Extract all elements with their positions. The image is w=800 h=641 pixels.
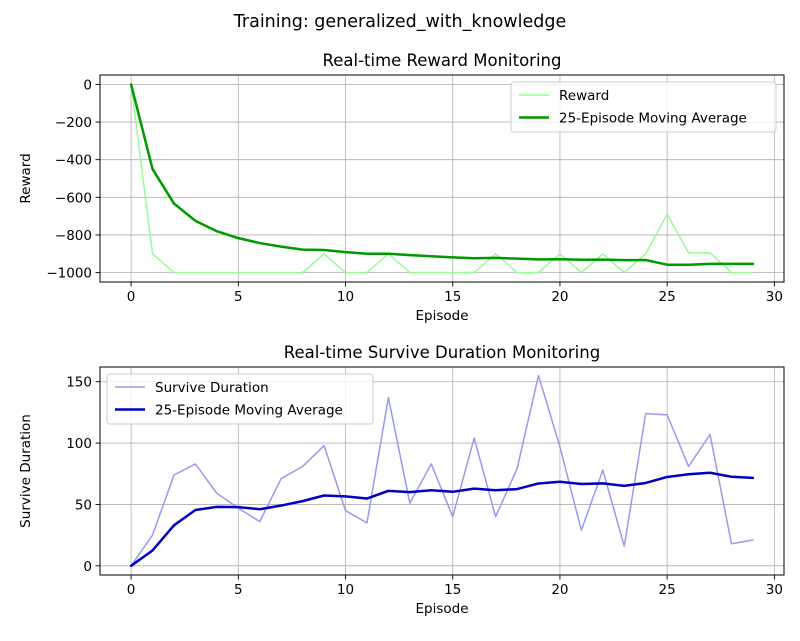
x-tick-label: 15 (444, 582, 461, 598)
x-tick-label: 0 (127, 582, 136, 598)
x-tick-label: 25 (659, 289, 676, 305)
y-tick-label: −1000 (46, 266, 92, 282)
legend-box (106, 373, 374, 425)
y-tick-label: 100 (66, 436, 92, 452)
x-axis-label: Episode (415, 601, 468, 617)
y-axis-label: Reward (18, 153, 34, 203)
x-tick-label: 30 (766, 582, 783, 598)
chart-title: Real-time Survive Duration Monitoring (284, 343, 600, 362)
y-tick-label: −800 (55, 228, 92, 244)
legend: Reward 25-Episode Moving Average (510, 81, 777, 133)
y-tick-label: −200 (55, 115, 92, 131)
x-tick-label: 0 (127, 289, 136, 305)
chart-survive-duration: 0 5 10 15 20 25 30 0 50 100 150 Real-time Survive D… (18, 343, 785, 617)
y-axis-label: Survive Duration (18, 414, 34, 528)
series-line-moving-average (129, 83, 755, 266)
plot-frame (99, 366, 785, 576)
chart-title: Real-time Reward Monitoring (323, 51, 562, 70)
legend-label: 25-Episode Moving Average (155, 403, 343, 419)
x-tick-label: 25 (659, 582, 676, 598)
figure-suptitle: Training: generalized_with_knowledge (233, 12, 566, 32)
y-tick-label: 0 (83, 559, 92, 575)
x-tick-label: 10 (337, 582, 354, 598)
x-tick-label: 20 (551, 582, 568, 598)
y-tick-label: −400 (55, 153, 92, 169)
legend: Survive Duration 25-Episode Moving Averag… (106, 373, 374, 425)
y-tick-label: 0 (83, 77, 92, 93)
series-line-raw (130, 83, 754, 274)
legend-label: Reward (559, 88, 609, 104)
y-tick-label: 150 (66, 375, 92, 391)
x-tick-label: 10 (337, 289, 354, 305)
x-tick-label: 5 (234, 289, 243, 305)
series-line-moving-average (129, 471, 755, 568)
legend-label: Survive Duration (155, 380, 269, 396)
legend-box (510, 81, 777, 133)
x-tick-label: 15 (444, 289, 461, 305)
legend-label: 25-Episode Moving Average (559, 111, 747, 127)
y-tick-label: −600 (55, 190, 92, 206)
y-tick-label: 50 (75, 497, 92, 513)
x-tick-label: 5 (234, 582, 243, 598)
x-tick-label: 20 (551, 289, 568, 305)
x-tick-label: 30 (766, 289, 783, 305)
plot-frame (99, 74, 785, 283)
chart-reward: 0 5 10 15 20 25 30 0 −200 −400 −600 −800 −1000 Real-t… (18, 51, 785, 324)
x-axis-label: Episode (415, 308, 468, 324)
